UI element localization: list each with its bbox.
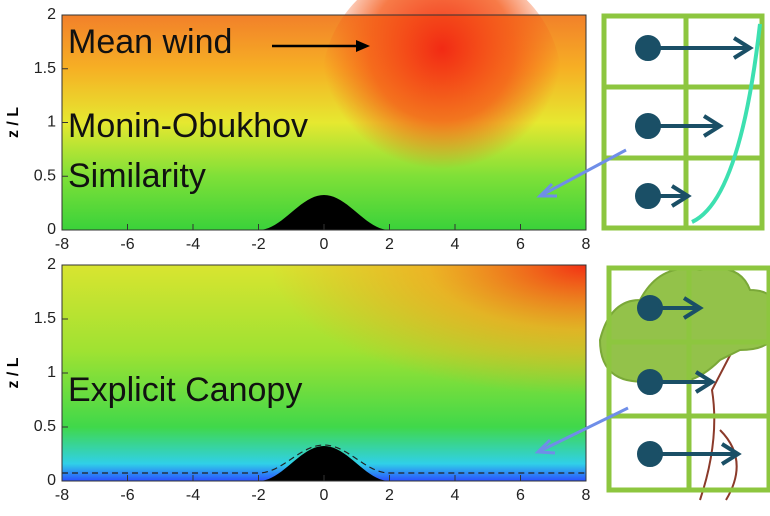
x-tick-label: -6 (120, 236, 134, 253)
x-tick-label: 0 (320, 236, 329, 253)
y-tick-label: 1 (47, 364, 56, 381)
x-tick-label: 6 (516, 487, 525, 504)
figure: -8 -6 -4 -2 0 2 4 6 8 0 0.5 1 1.5 2 z / L Mean wind Moni… (0, 0, 770, 511)
y-tick-label: 0 (47, 221, 56, 238)
x-tick-label: 2 (385, 487, 394, 504)
y-axis-label: z / L (5, 357, 22, 388)
x-tick-label: 6 (516, 236, 525, 253)
panels: -8 -6 -4 -2 0 2 4 6 8 0 0.5 1 1.5 2 z / L Mean wind Moni… (5, 0, 590, 504)
y-tick-label: 2 (47, 256, 56, 273)
annotation: Explicit Canopy (68, 371, 302, 409)
x-tick-label: 8 (582, 487, 591, 504)
x-tick-label: -2 (251, 487, 265, 504)
y-tick-label: 0.5 (34, 418, 56, 435)
annotation: Similarity (68, 157, 206, 195)
annotation: Monin-Obukhov (68, 107, 308, 145)
annotation: Mean wind (68, 23, 232, 61)
x-tick-label: 4 (451, 236, 460, 253)
x-tick-label: 2 (385, 236, 394, 253)
y-tick-label: 2 (47, 6, 56, 23)
y-tick-label: 0 (47, 472, 56, 489)
x-tick-label: -4 (186, 236, 200, 253)
x-tick-label: -8 (55, 236, 69, 253)
x-tick-label: -4 (186, 487, 200, 504)
x-tick-label: -8 (55, 487, 69, 504)
y-axis-label: z / L (5, 107, 22, 138)
y-tick-label: 1.5 (34, 60, 56, 77)
x-tick-label: 8 (582, 236, 591, 253)
y-tick-label: 0.5 (34, 167, 56, 184)
x-tick-label: 0 (320, 487, 329, 504)
x-tick-label: -2 (251, 236, 265, 253)
y-tick-label: 1 (47, 114, 56, 131)
y-tick-label: 1.5 (34, 310, 56, 327)
x-tick-label: -6 (120, 487, 134, 504)
x-tick-label: 4 (451, 487, 460, 504)
